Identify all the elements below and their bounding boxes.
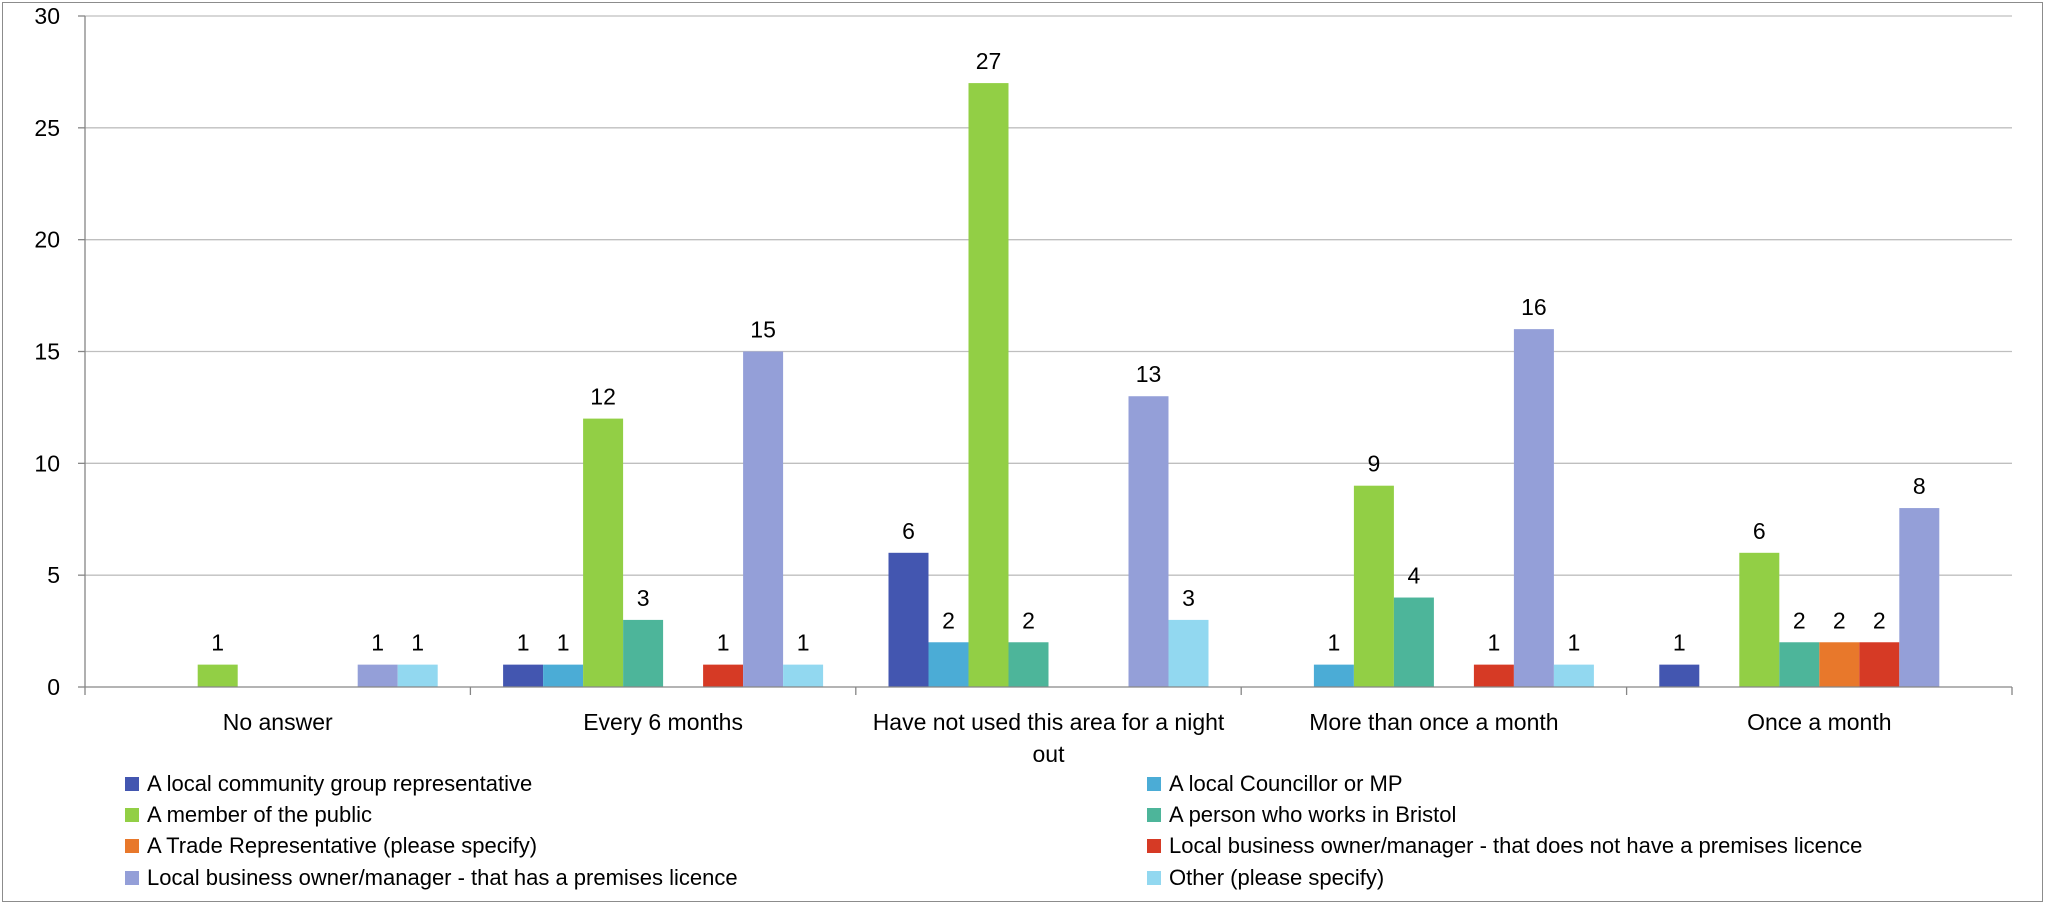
bar <box>1128 396 1169 687</box>
y-tick-label: 5 <box>47 562 60 588</box>
legend-label: Local business owner/manager - that does… <box>1169 833 1862 858</box>
data-label: 3 <box>1182 585 1195 611</box>
data-label: 2 <box>1793 607 1806 633</box>
y-tick-label: 30 <box>34 3 60 29</box>
data-label: 1 <box>371 630 384 656</box>
data-label: 2 <box>1873 607 1886 633</box>
bar <box>1553 664 1594 687</box>
category-label: out <box>1033 741 1066 767</box>
bars <box>197 83 1940 688</box>
data-label: 15 <box>750 317 776 343</box>
category-label: Every 6 months <box>583 709 743 735</box>
category-label: Have not used this area for a night <box>873 709 1225 735</box>
bar <box>1779 642 1820 687</box>
data-label: 1 <box>517 630 530 656</box>
bar <box>503 664 544 687</box>
bar <box>1313 664 1354 687</box>
legend-label: A member of the public <box>147 802 372 827</box>
y-tick-label: 10 <box>34 450 60 476</box>
data-label: 1 <box>1328 630 1341 656</box>
data-label: 2 <box>1833 607 1846 633</box>
data-label: 4 <box>1408 563 1421 589</box>
y-tick-label: 20 <box>34 227 60 253</box>
legend-label: A Trade Representative (please specify) <box>147 833 537 858</box>
bar <box>783 664 824 687</box>
data-label: 1 <box>1673 630 1686 656</box>
y-tick-label: 15 <box>34 339 60 365</box>
axes: 0 5 10 15 20 25 30 No answer Every 6 months Have … <box>34 3 2013 767</box>
y-tick-label: 25 <box>34 115 60 141</box>
legend-swatch <box>1147 777 1161 791</box>
bar <box>1168 619 1209 687</box>
legend-swatch <box>125 808 139 822</box>
data-label: 1 <box>797 630 810 656</box>
bar <box>1353 485 1394 687</box>
data-label: 1 <box>211 630 224 656</box>
bar <box>543 664 584 687</box>
y-tick-label: 0 <box>47 674 60 700</box>
data-label: 6 <box>1753 518 1766 544</box>
legend-swatch <box>1147 839 1161 853</box>
bar <box>357 664 398 687</box>
bar <box>583 418 624 687</box>
data-label: 6 <box>902 518 915 544</box>
bar <box>1739 552 1780 687</box>
legend-swatch <box>1147 871 1161 885</box>
data-label: 13 <box>1136 361 1162 387</box>
bar <box>1659 664 1700 687</box>
legend-swatch <box>125 839 139 853</box>
legend: A local community group representative A … <box>125 771 1862 890</box>
bar <box>1393 597 1434 687</box>
bar <box>888 552 929 687</box>
bar <box>1008 642 1049 687</box>
data-label: 12 <box>590 384 616 410</box>
bar <box>1513 329 1554 687</box>
legend-label: Other (please specify) <box>1169 865 1384 890</box>
legend-swatch <box>125 871 139 885</box>
data-label: 1 <box>717 630 730 656</box>
legend-label: A local Councillor or MP <box>1169 771 1403 796</box>
bar <box>1819 642 1860 687</box>
legend-swatch <box>125 777 139 791</box>
data-label: 1 <box>1488 630 1501 656</box>
data-label: 2 <box>1022 607 1035 633</box>
bar <box>1859 642 1900 687</box>
bar <box>1473 664 1514 687</box>
bar <box>1899 508 1940 687</box>
data-label: 1 <box>557 630 570 656</box>
bar <box>197 664 238 687</box>
legend-label: A local community group representative <box>147 771 532 796</box>
legend-label: A person who works in Bristol <box>1169 802 1456 827</box>
category-label: More than once a month <box>1309 709 1558 735</box>
data-label: 16 <box>1521 294 1547 320</box>
data-label: 2 <box>942 607 955 633</box>
category-label: No answer <box>223 709 333 735</box>
bar <box>968 83 1009 688</box>
data-label: 9 <box>1368 451 1381 477</box>
legend-swatch <box>1147 808 1161 822</box>
data-label: 8 <box>1913 473 1926 499</box>
bar <box>703 664 744 687</box>
bar <box>397 664 438 687</box>
data-label: 1 <box>1568 630 1581 656</box>
bar <box>623 619 664 687</box>
bar <box>928 642 969 687</box>
data-label: 27 <box>976 48 1002 74</box>
bar <box>743 351 784 687</box>
gridlines <box>85 15 2012 576</box>
legend-label: Local business owner/manager - that has … <box>147 865 738 890</box>
category-label: Once a month <box>1747 709 1891 735</box>
data-label: 3 <box>637 585 650 611</box>
data-label: 1 <box>411 630 424 656</box>
